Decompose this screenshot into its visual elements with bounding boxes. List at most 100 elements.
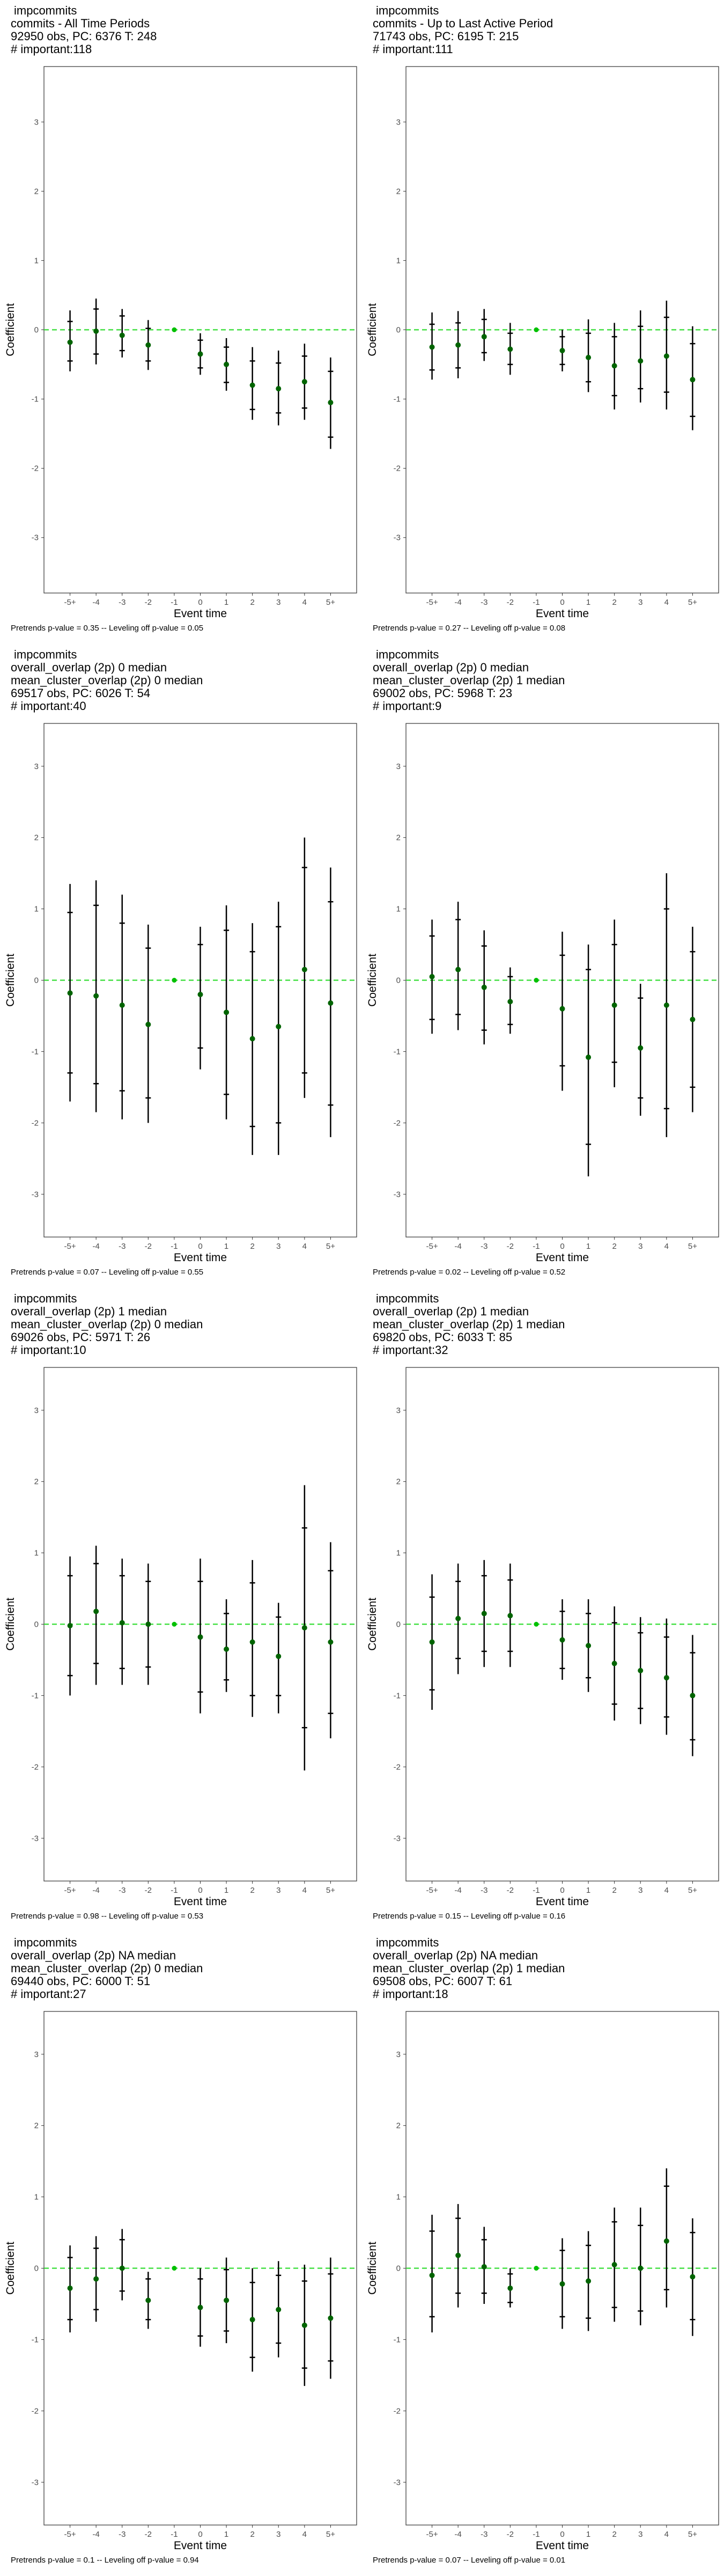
x-tick-label: -5+ <box>426 598 438 607</box>
coefficient-point <box>67 339 73 345</box>
y-tick-label: -1 <box>394 1691 401 1700</box>
coefficient-point <box>276 1023 282 1029</box>
y-tick-label: 2 <box>396 833 401 843</box>
coefficient-point <box>611 1002 617 1008</box>
y-tick-label: -3 <box>394 1834 401 1843</box>
x-tick-label: 5+ <box>688 1242 697 1251</box>
x-tick-label: -5+ <box>426 2530 438 2539</box>
x-tick-label: 1 <box>586 1242 590 1251</box>
x-tick-label: 2 <box>250 2530 254 2539</box>
coefficient-point <box>663 2238 669 2244</box>
y-tick-label: 3 <box>34 1406 39 1415</box>
coefficient-point <box>224 362 230 368</box>
y-tick-label: 2 <box>396 2121 401 2131</box>
chart-svg: -3 -2 -1 0 1 2 3 -5+ -4 -3 -2 -1 0 1 2 3 4 5+ Event time Co… <box>4 1367 357 1908</box>
x-tick-label: -5+ <box>426 1886 438 1895</box>
y-tick-label: -3 <box>394 533 401 543</box>
y-tick-label: 0 <box>34 2264 39 2273</box>
x-tick-label: 1 <box>224 1886 228 1895</box>
coefficient-point <box>145 1021 151 1027</box>
y-tick-label: 2 <box>396 1477 401 1487</box>
x-tick-label: -4 <box>454 1242 461 1251</box>
chart-svg: -3 -2 -1 0 1 2 3 -5+ -4 -3 -2 -1 0 1 2 3 4 5+ Event time Co… <box>366 2011 719 2552</box>
y-tick-label: -1 <box>32 1691 39 1700</box>
y-axis-label: Coefficient <box>366 1598 379 1651</box>
reference-point <box>534 978 539 983</box>
chart-panel: impcommits overall_overlap (2p) 1 median m… <box>362 1288 724 1932</box>
y-tick-label: 3 <box>34 2050 39 2059</box>
coefficient-point <box>301 379 307 385</box>
title-line: # important:32 <box>373 1343 448 1357</box>
title-line: overall_overlap (2p) 0 median <box>373 661 529 674</box>
coefficient-point <box>507 999 513 1005</box>
coefficient-point <box>224 2297 230 2303</box>
coefficient-point <box>455 2252 461 2258</box>
y-tick-label: 1 <box>396 256 401 265</box>
coefficient-point <box>507 346 513 352</box>
coefficient-point <box>638 358 644 364</box>
chart-svg: -3 -2 -1 0 1 2 3 -5+ -4 -3 -2 -1 0 1 2 3 4 5+ Event time Co… <box>4 2011 357 2552</box>
x-tick-label: -2 <box>507 1886 514 1895</box>
coefficient-point <box>455 1615 461 1621</box>
title-line: impcommits <box>14 4 77 17</box>
coefficient-point <box>638 2265 644 2271</box>
y-tick-label: -2 <box>394 1762 401 1772</box>
y-tick-label: 1 <box>396 905 401 914</box>
x-tick-label: 1 <box>224 1242 228 1251</box>
pvalue-footer: Pretrends p-value = 0.02 -- Leveling off… <box>373 1268 566 1277</box>
y-tick-label: 1 <box>396 2193 401 2202</box>
y-tick-label: 1 <box>34 1549 39 1558</box>
x-tick-label: 2 <box>250 598 254 607</box>
reference-point <box>172 2266 177 2271</box>
coefficient-point <box>690 1016 696 1022</box>
y-tick-label: 2 <box>396 187 401 196</box>
coefficient-point <box>119 2265 125 2271</box>
x-tick-label: 3 <box>638 1886 642 1895</box>
y-tick-label: -1 <box>32 395 39 404</box>
x-tick-label: 3 <box>276 598 280 607</box>
title-line: commits - All Time Periods <box>11 17 150 30</box>
coefficient-point <box>690 1693 696 1699</box>
x-tick-label: 5+ <box>326 1886 335 1895</box>
x-axis-label: Event time <box>174 2540 227 2552</box>
x-tick-label: 4 <box>664 1242 669 1251</box>
x-tick-label: -1 <box>533 1242 540 1251</box>
reference-point <box>172 1622 177 1627</box>
coefficient-point <box>455 342 461 348</box>
y-tick-label: 3 <box>396 762 401 771</box>
coefficient-point <box>93 1608 99 1614</box>
x-tick-label: 2 <box>250 1886 254 1895</box>
coefficient-point <box>481 984 487 990</box>
x-tick-label: -2 <box>507 2530 514 2539</box>
title-line: impcommits <box>376 1292 439 1305</box>
coefficient-point <box>197 351 203 357</box>
x-tick-label: 3 <box>638 1242 642 1251</box>
y-tick-label: -2 <box>394 464 401 473</box>
chart-panel: impcommits overall_overlap (2p) 1 median m… <box>0 1288 362 1932</box>
chart-title: impcommits overall_overlap (2p) 0 median m… <box>373 648 716 713</box>
y-tick-label: -3 <box>32 533 39 543</box>
chart-title: impcommits overall_overlap (2p) 0 median m… <box>11 648 354 713</box>
pvalue-footer: Pretrends p-value = 0.07 -- Leveling off… <box>11 1268 204 1277</box>
x-tick-label: 5+ <box>326 598 335 607</box>
x-tick-label: -4 <box>92 1242 99 1251</box>
chart-svg: -3 -2 -1 0 1 2 3 -5+ -4 -3 -2 -1 0 1 2 3 4 5+ Event time Co… <box>366 1367 719 1908</box>
coefficient-point <box>611 1660 617 1666</box>
x-tick-label: 3 <box>276 2530 280 2539</box>
reference-point <box>534 1622 539 1627</box>
x-tick-label: 0 <box>560 598 564 607</box>
y-tick-label: 3 <box>396 118 401 127</box>
y-tick-label: -3 <box>32 1190 39 1199</box>
coefficient-point <box>119 332 125 338</box>
coefficient-point <box>249 1639 255 1645</box>
y-tick-label: -1 <box>394 2335 401 2344</box>
x-tick-label: -4 <box>92 1886 99 1895</box>
y-tick-label: 1 <box>34 256 39 265</box>
title-line: impcommits <box>376 4 439 17</box>
y-tick-label: -1 <box>394 395 401 404</box>
coefficient-point <box>93 2276 99 2282</box>
x-tick-label: 0 <box>198 1886 202 1895</box>
y-tick-label: -1 <box>32 1047 39 1056</box>
title-line: # important:40 <box>11 699 86 713</box>
x-tick-label: -4 <box>92 598 99 607</box>
